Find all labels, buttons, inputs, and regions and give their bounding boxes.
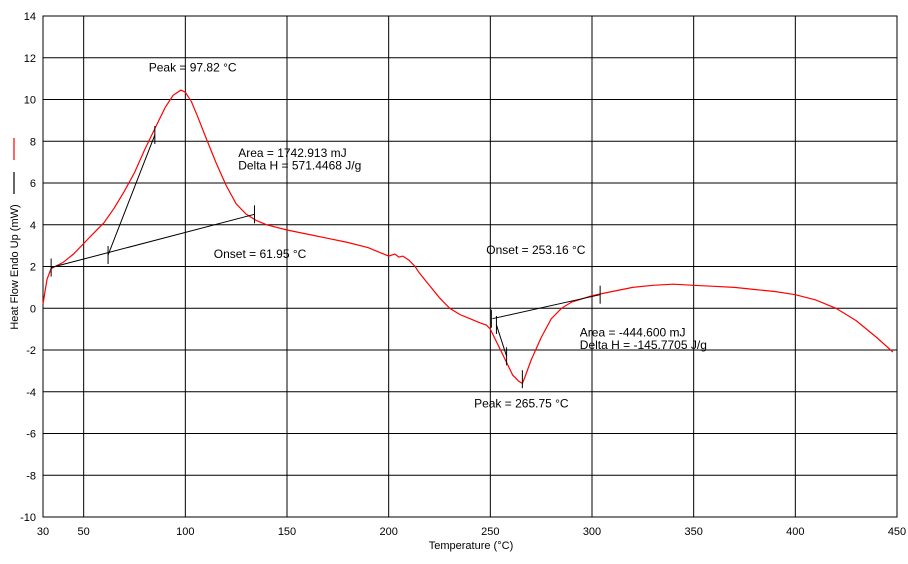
annotation-line	[51, 213, 255, 269]
x-tick-label: 30	[37, 526, 49, 538]
x-tick-label: 400	[786, 526, 804, 538]
y-tick-label: 12	[24, 53, 36, 65]
annotation-line	[492, 294, 601, 320]
annotation-label: Area = -444.600 mJ	[580, 325, 686, 339]
x-tick-label: 450	[888, 526, 906, 538]
y-tick-label: 8	[30, 136, 36, 148]
y-tick-label: 6	[30, 178, 36, 190]
annotation-line	[495, 324, 508, 357]
y-tick-label: -4	[26, 387, 36, 399]
grid	[42, 15, 898, 518]
x-axis-title: Temperature (°C)	[429, 540, 513, 552]
annotation-label: Onset = 61.95 °C	[214, 247, 307, 261]
data-lines	[42, 89, 894, 389]
y-tick-label: 0	[30, 303, 36, 315]
x-tick-label: 150	[278, 526, 296, 538]
y-tick-label: 2	[30, 262, 36, 274]
annotation-label: Peak = 265.75 °C	[474, 396, 569, 410]
annotation-line	[107, 134, 156, 256]
y-tick-label: 4	[30, 220, 36, 232]
x-tick-label: 300	[583, 526, 601, 538]
y-tick-label: -10	[20, 512, 36, 524]
x-tick-label: 100	[176, 526, 194, 538]
annotation-label: Peak = 97.82 °C	[149, 60, 237, 74]
x-tick-label: 200	[379, 526, 397, 538]
x-tick-label: 50	[78, 526, 90, 538]
y-tick-label: 10	[24, 95, 36, 107]
x-tick-label: 250	[481, 526, 499, 538]
tick-labels: 30 50 100 150 200 250 300 350 400 450 -10 -8 -6 -4 -2 0…	[20, 11, 906, 538]
dsc-curve	[42, 89, 894, 385]
y-tick-label: -8	[26, 470, 36, 482]
y-tick-label: -2	[26, 345, 36, 357]
annotation-label: Onset = 253.16 °C	[486, 243, 586, 257]
x-tick-label: 350	[684, 526, 702, 538]
y-tick-label: -6	[26, 429, 36, 441]
annotation-label: Delta H = 571.4468 J/g	[238, 158, 361, 172]
annotation-label: Area = 1742.913 mJ	[238, 146, 346, 160]
annotation-label: Delta H = -145.7705 J/g	[580, 338, 707, 352]
y-tick-label: 14	[24, 11, 36, 23]
y-axis-title: Heat Flow Endo Up (mW)	[9, 204, 21, 329]
